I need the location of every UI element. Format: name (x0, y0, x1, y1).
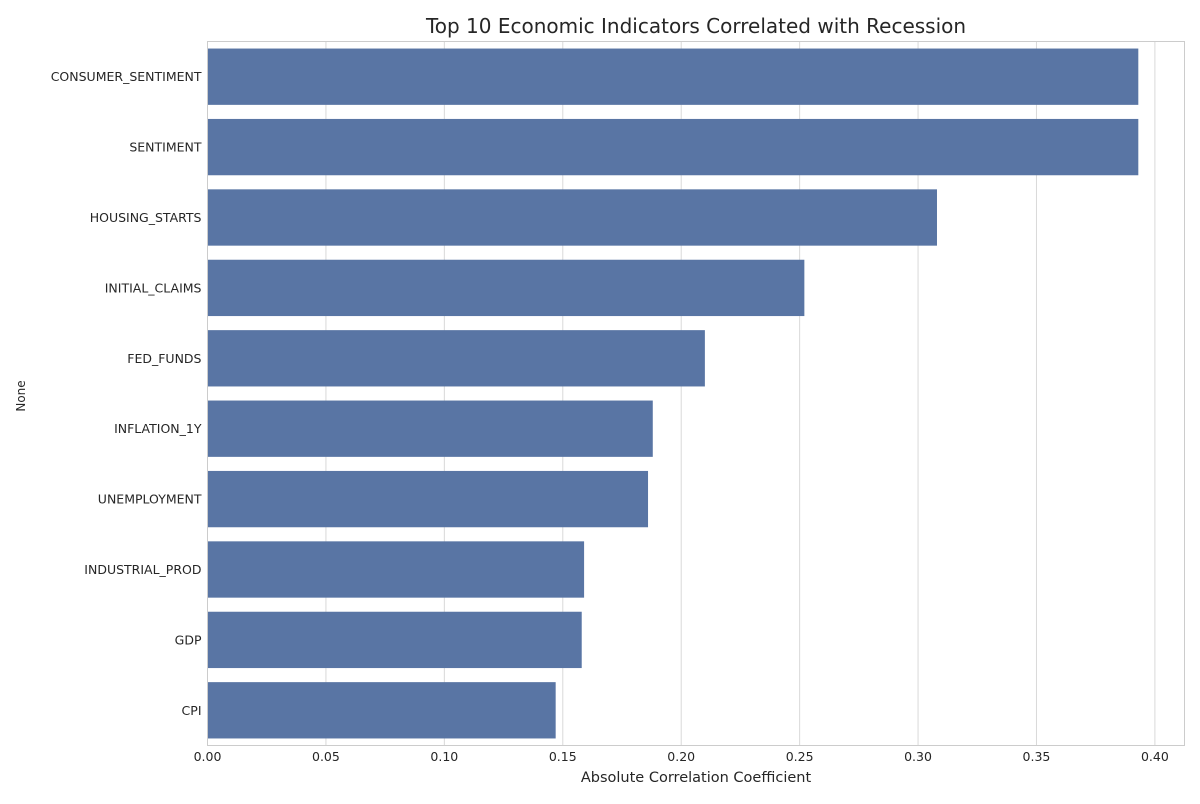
x-tick-label: 0.20 (667, 749, 695, 764)
bar-housing-starts (207, 189, 937, 246)
x-axis-label: Absolute Correlation Coefficient (581, 770, 812, 786)
bar-consumer-sentiment (207, 48, 1139, 105)
y-tick-label: HOUSING_STARTS (90, 210, 202, 225)
bar-unemployment (207, 470, 649, 528)
y-tick-label: CONSUMER_SENTIMENT (51, 69, 202, 84)
y-tick-label: UNEMPLOYMENT (98, 492, 202, 507)
x-tick-label: 0.00 (194, 749, 222, 764)
chart-title: Top 10 Economic Indicators Correlated wi… (425, 14, 966, 38)
bar-industrial-prod (207, 541, 585, 598)
bar-sentiment (207, 118, 1139, 176)
plot-frame (207, 41, 1185, 746)
y-tick-label: SENTIMENT (129, 140, 202, 155)
x-tick-label: 0.40 (1141, 749, 1169, 764)
bar-initial-claims (207, 259, 805, 317)
y-tick-label: INFLATION_1Y (114, 421, 202, 436)
x-tick-label: 0.10 (430, 749, 458, 764)
x-tick-label: 0.25 (786, 749, 814, 764)
y-axis-label: None (14, 380, 28, 411)
y-tick-label: FED_FUNDS (127, 351, 201, 366)
x-tick-label: 0.35 (1023, 749, 1051, 764)
x-tick-labels: 0.00 0.05 0.10 0.15 0.20 0.25 0.30 0.35 0.40 (194, 749, 1169, 764)
bar-layer (207, 48, 1139, 739)
bar-cpi (207, 682, 556, 739)
y-tick-labels: CONSUMER_SENTIMENT SENTIMENT HOUSING_START… (51, 69, 202, 718)
x-tick-label: 0.30 (904, 749, 932, 764)
x-tick-label: 0.15 (549, 749, 577, 764)
bar-gdp (207, 611, 582, 669)
y-tick-label: INITIAL_CLAIMS (105, 280, 202, 295)
y-tick-label: INDUSTRIAL_PROD (84, 562, 201, 577)
x-tick-label: 0.05 (312, 749, 340, 764)
bar-inflation-1y (207, 400, 653, 457)
y-tick-label: GDP (175, 632, 202, 647)
bar-fed-funds (207, 330, 705, 387)
y-tick-label: CPI (182, 703, 202, 718)
